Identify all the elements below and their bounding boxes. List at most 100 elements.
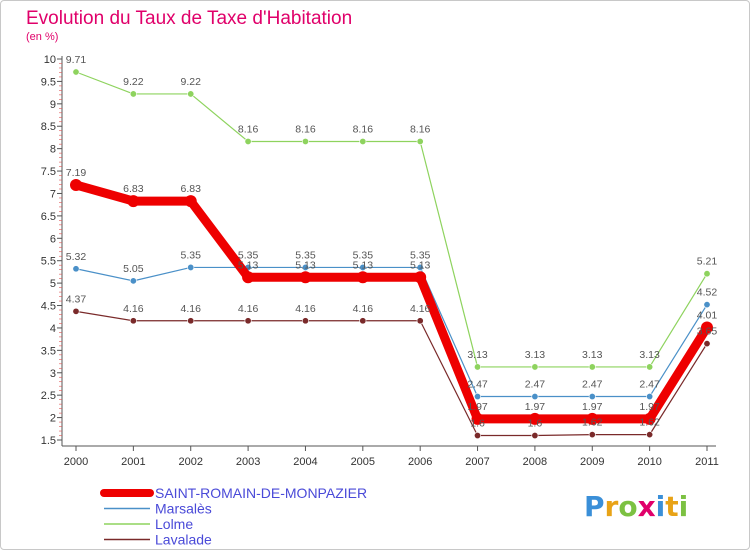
- series-point-3: [646, 431, 654, 439]
- series-point-2: [244, 137, 252, 145]
- x-tick-label: 2004: [293, 456, 317, 468]
- series-point-1: [359, 263, 367, 271]
- series-point-2: [359, 137, 367, 145]
- data-label-0: 5.13: [238, 259, 259, 271]
- series-point-2: [129, 90, 137, 98]
- data-label-0: 1.97: [525, 401, 546, 413]
- series-point-0: [701, 321, 713, 334]
- y-tick-label: 6: [50, 233, 56, 245]
- data-label-1: 5.35: [410, 249, 431, 261]
- x-tick-label: 2010: [637, 456, 661, 468]
- series-point-3: [244, 317, 252, 325]
- data-label-2: 3.13: [467, 349, 488, 361]
- data-labels: 7.19 6.83 6.83 5.13 5.13 5.13 5.13 1.97 1.97 1.97…: [66, 54, 718, 430]
- data-label-2: 3.13: [639, 349, 660, 361]
- data-label-0: 6.83: [181, 183, 202, 195]
- data-label-3: 3.65: [697, 326, 718, 338]
- legend-label-1: Marsalès: [155, 501, 212, 517]
- y-tick-label: 7: [50, 188, 56, 200]
- series-point-0: [184, 195, 197, 208]
- series-point-3: [588, 431, 596, 439]
- series-point-3: [359, 317, 367, 325]
- x-tick-label: 2006: [408, 456, 432, 468]
- data-label-3: 4.16: [123, 303, 144, 315]
- data-label-1: 5.35: [353, 249, 374, 261]
- series-point-1: [72, 265, 80, 273]
- y-tick-label: 3.5: [41, 345, 56, 357]
- data-label-1: 2.47: [525, 379, 546, 391]
- data-label-1: 5.05: [123, 263, 144, 275]
- legend-label-0: SAINT-ROMAIN-DE-MONPAZIER: [155, 485, 367, 501]
- series-point-2: [416, 137, 424, 145]
- legend: SAINT-ROMAIN-DE-MONPAZIERMarsalèsLolmeLa…: [100, 485, 367, 548]
- series-point-3: [703, 340, 711, 348]
- data-label-1: 5.35: [238, 249, 259, 261]
- series-line-0: [71, 180, 712, 424]
- x-tick-label: 2003: [236, 456, 260, 468]
- logo-letter: o: [618, 490, 637, 523]
- series-point-1: [301, 263, 309, 271]
- data-label-1: 5.35: [181, 249, 202, 261]
- series-point-3: [72, 307, 80, 315]
- chart-subtitle: (en %): [26, 31, 58, 43]
- y-tick-label: 2.5: [41, 390, 56, 402]
- x-tick-label: 2005: [351, 456, 375, 468]
- logo-letter: x: [638, 490, 656, 523]
- data-label-2: 9.22: [123, 76, 144, 88]
- y-tick-label: 9.5: [41, 76, 56, 88]
- data-label-0: 5.13: [353, 259, 374, 271]
- data-label-3: 4.16: [410, 303, 431, 315]
- data-label-0: 5.13: [410, 259, 431, 271]
- y-tick-label: 5.5: [41, 256, 56, 268]
- data-label-0: 5.13: [295, 259, 316, 271]
- x-tick-label: 2000: [64, 456, 88, 468]
- series-point-2: [187, 90, 195, 98]
- series-line-1: [75, 266, 708, 398]
- data-label-3: 4.37: [66, 293, 87, 305]
- axes: 1.5 2 2.5 3 3.5 4 4.5 5 5.5 6 6.5 7 7.5 8 8.5 9 9.5 10 200…: [41, 54, 719, 468]
- data-label-2: 8.16: [238, 123, 259, 135]
- data-label-1: 5.35: [295, 249, 316, 261]
- x-tick-label: 2011: [695, 456, 719, 468]
- data-label-2: 9.22: [181, 76, 202, 88]
- logo-letter: i: [679, 490, 689, 523]
- data-label-0: 7.19: [66, 167, 87, 179]
- y-tick-label: 8.5: [41, 121, 56, 133]
- data-label-3: 4.16: [181, 303, 202, 315]
- y-tick-label: 10: [44, 54, 56, 66]
- series-point-0: [528, 412, 541, 425]
- data-label-0: 1.97: [467, 401, 488, 413]
- series-point-2: [588, 363, 596, 371]
- data-label-3: 1.6: [528, 418, 543, 430]
- series-point-2: [72, 68, 80, 76]
- data-label-3: 4.16: [238, 303, 259, 315]
- data-label-2: 8.16: [410, 123, 431, 135]
- series-point-3: [416, 317, 424, 325]
- logo-letter: t: [665, 490, 678, 523]
- logo-letter: i: [656, 490, 666, 523]
- series-point-0: [127, 195, 140, 208]
- y-tick-label: 4: [50, 323, 56, 335]
- data-label-2: 8.16: [353, 123, 374, 135]
- logo-letter: P: [584, 490, 605, 523]
- y-tick-label: 9: [50, 99, 56, 111]
- x-tick-label: 2008: [523, 456, 547, 468]
- series-point-2: [474, 363, 482, 371]
- data-label-1: 2.47: [467, 379, 488, 391]
- data-label-2: 3.13: [525, 349, 546, 361]
- series-point-1: [646, 393, 654, 401]
- series-point-2: [301, 137, 309, 145]
- series-point-3: [474, 432, 482, 440]
- series-point-3: [129, 317, 137, 325]
- series-point-0: [70, 178, 82, 191]
- x-tick-label: 2009: [580, 456, 604, 468]
- legend-label-2: Lolme: [155, 516, 193, 532]
- series-point-1: [129, 277, 137, 285]
- series-line-3: [75, 310, 708, 437]
- series-point-2: [703, 270, 711, 278]
- legend-label-3: Lavalade: [155, 532, 212, 548]
- logo-letter: r: [605, 490, 619, 523]
- x-tick-label: 2002: [178, 456, 202, 468]
- data-label-2: 3.13: [582, 349, 603, 361]
